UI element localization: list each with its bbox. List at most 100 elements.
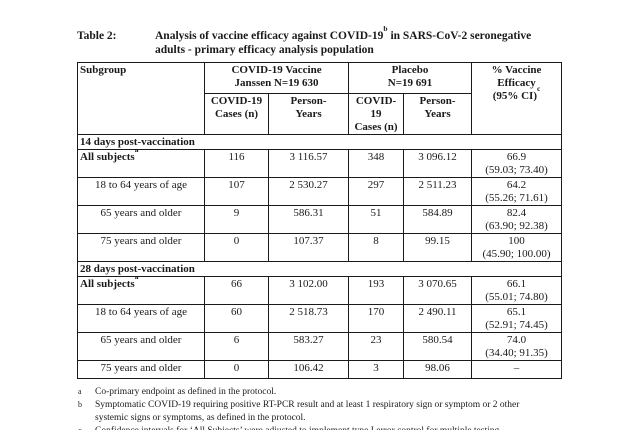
- header-row-groups: Subgroup COVID-19 Vaccine Janssen N=19 6…: [77, 62, 563, 135]
- footnotes: a Co-primary endpoint as defined in the …: [77, 386, 547, 430]
- efficacy-ci: (59.03; 73.40): [485, 164, 548, 176]
- header-placebo-cases: COVID-19 Cases (n): [348, 93, 405, 135]
- table-row: 75 years and older 0 107.37 8 99.15 100(…: [77, 233, 563, 262]
- header-vaccine-cases-line2: Cases (n): [214, 108, 259, 120]
- title-line1-pre: Analysis of vaccine efficacy against COV…: [155, 30, 384, 42]
- table-row: 18 to 64 years of age 107 2 530.27 297 2…: [77, 177, 563, 206]
- header-vaccine-group-line1: COVID-19 Vaccine: [231, 64, 322, 76]
- placebo-cases-cell: 51: [348, 205, 405, 234]
- table-row: All subjectsa 116 3 116.57 348 3 096.12 …: [77, 149, 563, 178]
- table-row: 65 years and older 9 586.31 51 584.89 82…: [77, 205, 563, 234]
- subgroup-superscript-a: a: [135, 278, 139, 281]
- vaccine-efficacy-cell: 82.4 (63.90; 92.38): [471, 205, 563, 234]
- footnote-marker-a: a: [78, 387, 82, 396]
- placebo-cases-cell: 348: [348, 149, 405, 178]
- table-row: 18 to 64 years of age 60 2 518.73 170 2 …: [77, 304, 563, 333]
- header-vaccine-cases-line1: COVID-19: [210, 95, 263, 107]
- table-title-text: Analysis of vaccine efficacy against COV…: [155, 24, 532, 57]
- section-row-14-days: 14 days post-vaccination: [76, 134, 563, 150]
- header-placebo-group-line1: Placebo: [391, 64, 429, 76]
- subgroup-cell: 75 years and older: [77, 233, 205, 262]
- vaccine-person-years-cell: 586.31: [267, 205, 350, 234]
- header-placebo-person-years: Person- Years: [403, 93, 473, 135]
- subgroup-cell: 18 to 64 years of age: [77, 304, 205, 333]
- vaccine-person-years-cell: 107.37: [267, 233, 350, 262]
- subgroup-label: 75 years and older: [100, 235, 182, 247]
- header-row-columns: COVID-19 Cases (n) Person- Years COVID-1…: [78, 93, 562, 135]
- title-superscript-b: b: [383, 23, 388, 33]
- subgroup-cell: 65 years and older: [77, 332, 205, 361]
- placebo-person-years-cell: 3 070.65: [403, 276, 473, 305]
- footnote-c: c Confidence intervals for ‘All Subjects…: [77, 425, 547, 430]
- vaccine-efficacy-cell: –: [471, 360, 563, 379]
- table-row: All subjectsa 66 3 102.00 193 3 070.65 6…: [77, 276, 563, 305]
- header-placebo-py-line2: Years: [424, 108, 451, 120]
- placebo-person-years-cell: 584.89: [403, 205, 473, 234]
- vaccine-efficacy-cell: 65.1 (52.91; 74.45): [471, 304, 563, 333]
- subgroup-label: All subjects: [80, 278, 135, 290]
- header-placebo-cases-line2: Cases (n): [354, 121, 398, 133]
- table-title: Table 2: Analysis of vaccine efficacy ag…: [77, 24, 561, 57]
- efficacy-value: 66.9: [506, 151, 527, 163]
- header-vaccine-efficacy: % Vaccine Efficacy (95% CI)c: [471, 62, 563, 135]
- efficacy-ci: (63.90; 92.38): [485, 220, 548, 232]
- table-row: 65 years and older 6 583.27 23 580.54 74…: [77, 332, 563, 361]
- footnote-text-a: Co-primary endpoint as defined in the pr…: [95, 387, 277, 397]
- header-vaccine-group-line2: Janssen N=19 630: [234, 77, 319, 89]
- efficacy-table: Subgroup COVID-19 Vaccine Janssen N=19 6…: [76, 62, 563, 379]
- subgroup-label: 18 to 64 years of age: [95, 179, 187, 191]
- placebo-person-years-cell: 2 490.11: [403, 304, 473, 333]
- placebo-person-years-cell: 99.15: [403, 233, 473, 262]
- efficacy-ci: (52.91; 74.45): [485, 319, 548, 331]
- placebo-person-years-cell: 3 096.12: [403, 149, 473, 178]
- subgroup-cell: 18 to 64 years of age: [77, 177, 205, 206]
- footnote-marker-b: b: [78, 400, 82, 409]
- subgroup-label: 75 years and older: [100, 362, 182, 374]
- footnote-marker-c: c: [78, 424, 82, 430]
- subgroup-cell: All subjectsa: [77, 149, 205, 178]
- vaccine-person-years-cell: 583.27: [267, 332, 350, 361]
- efficacy-ci: (55.26; 71.61): [485, 192, 548, 204]
- header-placebo-group: Placebo N=19 691: [348, 62, 473, 94]
- header-efficacy-line1: % Vaccine: [491, 64, 542, 76]
- header-vaccine-group: COVID-19 Vaccine Janssen N=19 630: [203, 62, 350, 94]
- vaccine-efficacy-cell: 74.0 (34.40; 91.35): [471, 332, 563, 361]
- vaccine-cases-cell: 0: [204, 360, 269, 379]
- vaccine-cases-cell: 6: [204, 332, 269, 361]
- efficacy-value: 74.0: [506, 334, 527, 346]
- table-block: Table 2: Analysis of vaccine efficacy ag…: [76, 24, 563, 430]
- subgroup-cell: 75 years and older: [77, 360, 205, 379]
- vaccine-person-years-cell: 106.42: [267, 360, 350, 379]
- header-vaccine-py-line1: Person-: [290, 95, 327, 107]
- vaccine-cases-cell: 60: [204, 304, 269, 333]
- placebo-person-years-cell: 2 511.23: [403, 177, 473, 206]
- efficacy-value: 65.1: [506, 306, 527, 318]
- subgroup-superscript-a: a: [135, 151, 139, 154]
- efficacy-value: 64.2: [506, 179, 527, 191]
- placebo-cases-cell: 170: [348, 304, 405, 333]
- vaccine-efficacy-cell: 64.2 (55.26; 71.61): [471, 177, 563, 206]
- subgroup-label: All subjects: [80, 151, 135, 163]
- efficacy-ci: (34.40; 91.35): [485, 347, 548, 359]
- header-placebo-group-line2: N=19 691: [387, 77, 433, 89]
- efficacy-ci: (55.01; 74.80): [485, 291, 548, 303]
- table-row: 75 years and older 0 106.42 3 98.06 –: [77, 360, 563, 379]
- footnote-text-c: Confidence intervals for ‘All Subjects’ …: [95, 426, 502, 430]
- title-line1-post: in SARS-CoV-2 seronegative: [387, 30, 532, 42]
- subgroup-label: 65 years and older: [100, 334, 182, 346]
- header-superscript-c: c: [537, 83, 541, 93]
- vaccine-cases-cell: 66: [204, 276, 269, 305]
- vaccine-cases-cell: 107: [204, 177, 269, 206]
- footnote-a: a Co-primary endpoint as defined in the …: [77, 386, 547, 399]
- footnote-b: b Symptomatic COVID-19 requiring positiv…: [77, 399, 547, 425]
- header-vaccine-cases: COVID-19 Cases (n): [204, 93, 269, 135]
- vaccine-cases-cell: 0: [204, 233, 269, 262]
- table-number-label: Table 2:: [77, 30, 117, 42]
- placebo-cases-cell: 297: [348, 177, 405, 206]
- table-title-line1: Analysis of vaccine efficacy against COV…: [155, 24, 532, 43]
- section-label: 28 days post-vaccination: [76, 261, 563, 277]
- header-vaccine-person-years: Person- Years: [267, 93, 350, 135]
- placebo-person-years-cell: 580.54: [403, 332, 473, 361]
- vaccine-efficacy-cell: 66.9 (59.03; 73.40): [471, 149, 563, 178]
- section-row-28-days: 28 days post-vaccination: [76, 261, 563, 277]
